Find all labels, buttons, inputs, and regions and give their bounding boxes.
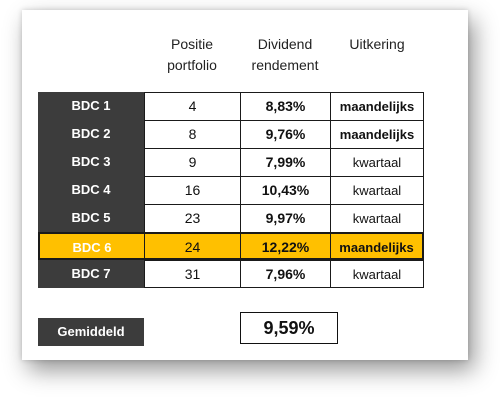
- dividend-cell: 7,99%: [240, 148, 330, 176]
- table-row: BDC 7 31 7,96% kwartaal: [38, 260, 424, 288]
- header-dividend-line1: Dividend: [257, 36, 313, 52]
- payout-cell: maandelijks: [330, 232, 424, 260]
- payout-cell: kwartaal: [330, 148, 424, 176]
- dividend-cell: 10,43%: [240, 176, 330, 204]
- dividend-cell: 9,76%: [240, 120, 330, 148]
- bdc-name-cell: BDC 3: [38, 148, 144, 176]
- average-value: 9,59%: [240, 312, 338, 344]
- bdc-table: BDC 1 4 8,83% maandelijks BDC 2 8 9,76% maandel…: [38, 92, 424, 288]
- bdc-name-cell: BDC 6: [38, 232, 144, 260]
- table-row: BDC 5 23 9,97% kwartaal: [38, 204, 424, 232]
- position-cell: 4: [144, 92, 240, 120]
- payout-cell: kwartaal: [330, 260, 424, 288]
- header-dividend-line2: rendement: [251, 57, 319, 73]
- bdc-name-cell: BDC 5: [38, 204, 144, 232]
- table-row: BDC 3 9 7,99% kwartaal: [38, 148, 424, 176]
- bdc-name-cell: BDC 7: [38, 260, 144, 288]
- header-positie: Positie portfolio: [144, 34, 240, 76]
- payout-cell: maandelijks: [330, 92, 424, 120]
- header-positie-line1: Positie: [170, 36, 214, 52]
- position-cell: 23: [144, 204, 240, 232]
- dividend-cell: 9,97%: [240, 204, 330, 232]
- table-row: BDC 6 24 12,22% maandelijks: [38, 232, 424, 260]
- payout-cell: maandelijks: [330, 120, 424, 148]
- table-row: BDC 4 16 10,43% kwartaal: [38, 176, 424, 204]
- table-row: BDC 1 4 8,83% maandelijks: [38, 92, 424, 120]
- position-cell: 8: [144, 120, 240, 148]
- bdc-name-cell: BDC 1: [38, 92, 144, 120]
- position-cell: 24: [144, 232, 240, 260]
- dividend-cell: 12,22%: [240, 232, 330, 260]
- position-cell: 31: [144, 260, 240, 288]
- dividend-cell: 7,96%: [240, 260, 330, 288]
- header-dividend: Dividend rendement: [240, 34, 330, 76]
- header-uitkering-line1: Uitkering: [349, 36, 405, 52]
- position-cell: 16: [144, 176, 240, 204]
- table-row: BDC 2 8 9,76% maandelijks: [38, 120, 424, 148]
- dividend-table-card: Positie portfolio Dividend rendement Uit…: [22, 10, 468, 360]
- bdc-name-cell: BDC 2: [38, 120, 144, 148]
- payout-cell: kwartaal: [330, 204, 424, 232]
- header-positie-line2: portfolio: [167, 57, 217, 73]
- payout-cell: kwartaal: [330, 176, 424, 204]
- header-uitkering: Uitkering: [330, 34, 424, 55]
- bdc-name-cell: BDC 4: [38, 176, 144, 204]
- position-cell: 9: [144, 148, 240, 176]
- dividend-cell: 8,83%: [240, 92, 330, 120]
- average-label: Gemiddeld: [38, 318, 144, 346]
